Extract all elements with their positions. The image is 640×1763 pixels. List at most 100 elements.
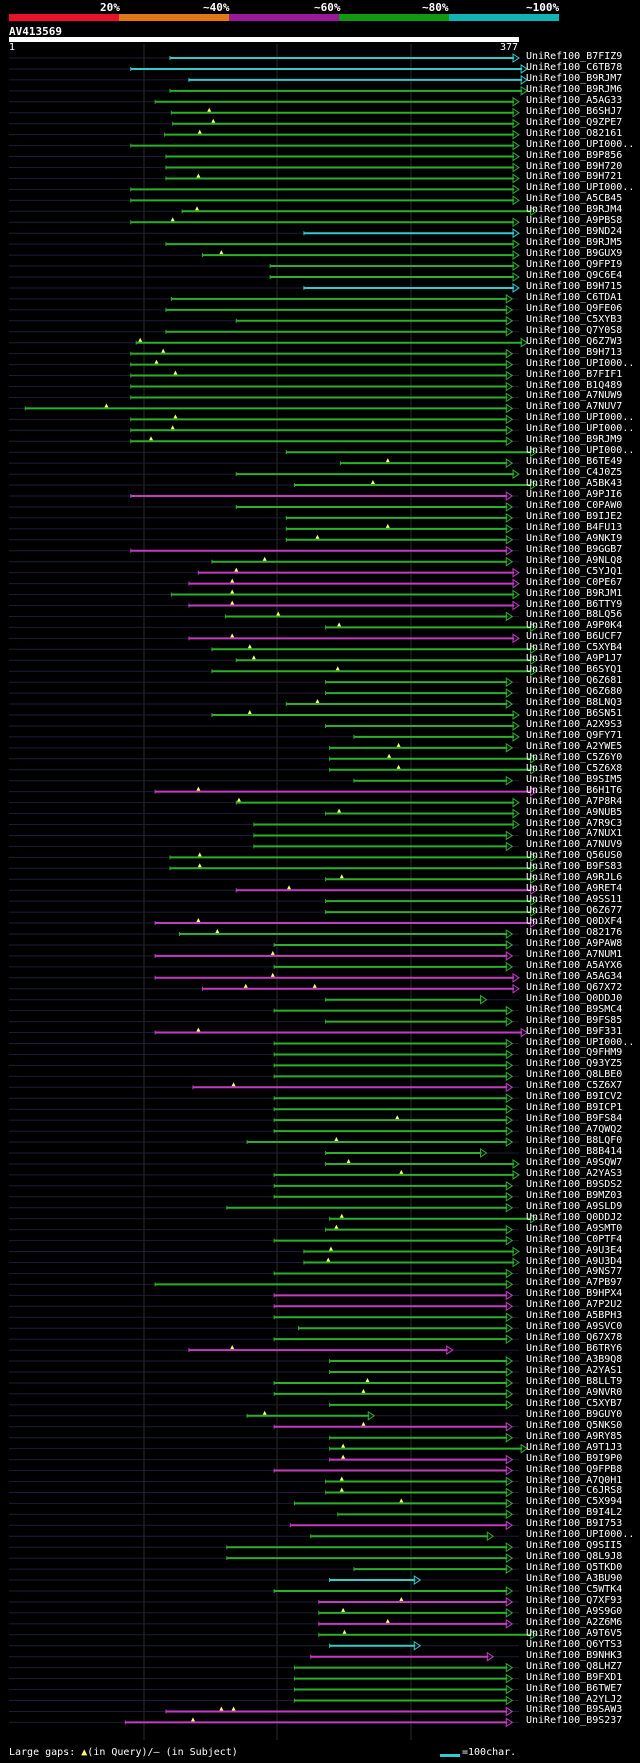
hit-label[interactable]: UniRef100_B9ND24 <box>526 226 623 238</box>
hit-label[interactable]: UniRef100_Q5TKD0 <box>526 1562 623 1574</box>
hit-label[interactable]: UniRef100_B8B414 <box>526 1146 623 1157</box>
hit-label[interactable]: UniRef100_B9ICP1 <box>526 1102 623 1114</box>
hit-label[interactable]: UniRef100_Q0DXF4 <box>526 916 623 928</box>
hit-label[interactable]: UniRef100_B9SMC4 <box>526 1003 623 1015</box>
hit-label[interactable]: UniRef100_UPI000.. <box>526 445 635 457</box>
hit-label[interactable]: UniRef100_A9RJL6 <box>526 872 623 884</box>
hit-label[interactable]: UniRef100_B9RJM9 <box>526 434 623 446</box>
hit-label[interactable]: UniRef100_B9MZ03 <box>526 1189 623 1201</box>
hit-label[interactable]: UniRef100_C4J0Z5 <box>526 467 623 479</box>
hit-label[interactable]: UniRef100_A9PAW8 <box>526 937 623 949</box>
hit-label[interactable]: UniRef100_A9NKI9 <box>526 532 623 544</box>
hit-label[interactable]: UniRef100_C6JRS8 <box>526 1485 623 1497</box>
hit-label[interactable]: UniRef100_A9RET4 <box>526 883 623 895</box>
hit-label[interactable]: UniRef100_B9GGB7 <box>526 543 623 555</box>
hit-label[interactable]: UniRef100_A5AYX6 <box>526 959 623 971</box>
hit-label[interactable]: UniRef100_A9NS77 <box>526 1266 623 1278</box>
hit-label[interactable]: UniRef100_Q6Z7W3 <box>526 335 623 347</box>
hit-label[interactable]: UniRef100_B9SDS2 <box>526 1178 623 1190</box>
hit-label[interactable]: UniRef100_B9RJM1 <box>526 587 623 599</box>
hit-label[interactable]: UniRef100_B8LQF0 <box>526 1135 623 1147</box>
hit-label[interactable]: UniRef100_B6SYQ1 <box>526 664 623 676</box>
hit-label[interactable]: UniRef100_A9PJI6 <box>526 489 623 500</box>
hit-label[interactable]: UniRef100_Q67X72 <box>526 981 623 993</box>
hit-label[interactable]: UniRef100_A2YWE5 <box>526 740 623 752</box>
hit-label[interactable]: UniRef100_A7Q0H1 <box>526 1474 623 1486</box>
hit-label[interactable]: UniRef100_A2YLJ2 <box>526 1693 623 1705</box>
hit-label[interactable]: UniRef100_A9SQW7 <box>526 1156 623 1168</box>
hit-label[interactable]: UniRef100_C5YJQ1 <box>526 565 623 577</box>
hit-label[interactable]: UniRef100_A5BPH3 <box>526 1310 623 1322</box>
hit-label[interactable]: UniRef100_C6TB78 <box>526 61 623 73</box>
hit-label[interactable]: UniRef100_UPI000.. <box>526 423 635 435</box>
hit-label[interactable]: UniRef100_B9H720 <box>526 160 623 172</box>
hit-label[interactable]: UniRef100_C0PTF4 <box>526 1233 623 1245</box>
hit-label[interactable]: UniRef100_A9NUB5 <box>526 806 623 818</box>
hit-label[interactable]: UniRef100_A7PB97 <box>526 1277 623 1289</box>
hit-label[interactable]: UniRef100_A9NVR0 <box>526 1386 623 1398</box>
hit-label[interactable]: UniRef100_A9NLQ8 <box>526 554 623 566</box>
hit-label[interactable]: UniRef100_B9IJE2 <box>526 510 623 522</box>
hit-label[interactable]: UniRef100_B7FIZ9 <box>526 51 623 62</box>
hit-label[interactable]: UniRef100_Q8LBE0 <box>526 1069 623 1081</box>
hit-label[interactable]: UniRef100_A9SVC0 <box>526 1321 623 1333</box>
hit-label[interactable]: UniRef100_Q9FHM9 <box>526 1047 623 1059</box>
hit-label[interactable]: UniRef100_B9H713 <box>526 346 623 358</box>
hit-label[interactable]: UniRef100_Q9FPB8 <box>526 1463 623 1475</box>
hit-label[interactable]: UniRef100_A7P8R4 <box>526 795 623 807</box>
hit-label[interactable]: UniRef100_Q6Z681 <box>526 675 623 687</box>
hit-label[interactable]: UniRef100_B9FS85 <box>526 1014 623 1026</box>
hit-label[interactable]: UniRef100_Q9C6E4 <box>526 270 623 281</box>
hit-label[interactable]: UniRef100_A3BU90 <box>526 1573 623 1585</box>
hit-label[interactable]: UniRef100_B6H1T6 <box>526 784 623 796</box>
hit-label[interactable]: UniRef100_A7P2U2 <box>526 1299 623 1311</box>
hit-label[interactable]: UniRef100_A3B9Q8 <box>526 1354 623 1366</box>
hit-label[interactable]: UniRef100_Q0DDJ2 <box>526 1211 623 1223</box>
hit-label[interactable]: UniRef100_B4FU13 <box>526 521 623 533</box>
hit-label[interactable]: UniRef100_B9S237 <box>526 1715 623 1727</box>
hit-label[interactable]: UniRef100_B9RJM5 <box>526 237 623 249</box>
hit-label[interactable]: UniRef100_B9RJM7 <box>526 72 623 84</box>
hit-label[interactable]: UniRef100_C5XYB7 <box>526 1397 623 1409</box>
hit-label[interactable]: UniRef100_A7NUV7 <box>526 401 623 413</box>
hit-label[interactable]: UniRef100_B6TE49 <box>526 456 623 468</box>
hit-label[interactable]: UniRef100_B9I753 <box>526 1518 623 1530</box>
hit-label[interactable]: UniRef100_A9T1J3 <box>526 1441 623 1453</box>
hit-label[interactable]: UniRef100_A2X9S3 <box>526 718 623 730</box>
hit-label[interactable]: UniRef100_B9P856 <box>526 149 623 161</box>
hit-label[interactable]: UniRef100_Q9FE06 <box>526 302 623 314</box>
hit-label[interactable]: UniRef100_A9P0K4 <box>526 620 623 632</box>
hit-label[interactable]: UniRef100_A9RY85 <box>526 1430 623 1442</box>
hit-label[interactable]: UniRef100_C0PE67 <box>526 576 623 588</box>
hit-label[interactable]: UniRef100_A9T6V5 <box>526 1627 623 1639</box>
hit-label[interactable]: UniRef100_Q8L9J8 <box>526 1551 623 1563</box>
hit-label[interactable]: UniRef100_A7QWQ2 <box>526 1124 623 1136</box>
hit-label[interactable]: UniRef100_B9SAW3 <box>526 1704 623 1716</box>
hit-label[interactable]: UniRef100_B9H721 <box>526 171 623 183</box>
hit-label[interactable]: UniRef100_B6SHJ7 <box>526 105 623 117</box>
hit-label[interactable]: UniRef100_B9GUX9 <box>526 248 623 260</box>
hit-label[interactable]: UniRef100_O82161 <box>526 127 623 139</box>
hit-label[interactable]: UniRef100_B9F331 <box>526 1025 623 1037</box>
hit-label[interactable]: UniRef100_UPI000.. <box>526 412 635 424</box>
hit-label[interactable]: UniRef100_B9GUY0 <box>526 1408 623 1420</box>
hit-label[interactable]: UniRef100_A2Z6M6 <box>526 1616 623 1628</box>
hit-label[interactable]: UniRef100_Q6Z677 <box>526 905 623 917</box>
hit-label[interactable]: UniRef100_C5X994 <box>526 1496 623 1508</box>
hit-label[interactable]: UniRef100_Q7XF93 <box>526 1594 623 1606</box>
hit-label[interactable]: UniRef100_B9FS84 <box>526 1113 623 1125</box>
hit-label[interactable]: UniRef100_A9U3D4 <box>526 1255 623 1267</box>
hit-label[interactable]: UniRef100_UPI000.. <box>526 1529 635 1541</box>
hit-label[interactable]: UniRef100_UPI000.. <box>526 1036 635 1048</box>
hit-label[interactable]: UniRef100_B6SN51 <box>526 708 623 719</box>
hit-label[interactable]: UniRef100_A9PBS8 <box>526 215 623 227</box>
hit-label[interactable]: UniRef100_Q56US0 <box>526 850 623 862</box>
hit-label[interactable]: UniRef100_C5Z6X7 <box>526 1080 623 1092</box>
hit-label[interactable]: UniRef100_B9HPX4 <box>526 1288 623 1300</box>
hit-label[interactable]: UniRef100_Q9FY71 <box>526 729 623 741</box>
hit-label[interactable]: UniRef100_Q67X78 <box>526 1332 623 1344</box>
hit-label[interactable]: UniRef100_B8LQ56 <box>526 609 623 621</box>
hit-label[interactable]: UniRef100_B1Q489 <box>526 379 623 391</box>
hit-label[interactable]: UniRef100_A9S9G0 <box>526 1605 623 1617</box>
hit-label[interactable]: UniRef100_C6TDA1 <box>526 291 623 303</box>
